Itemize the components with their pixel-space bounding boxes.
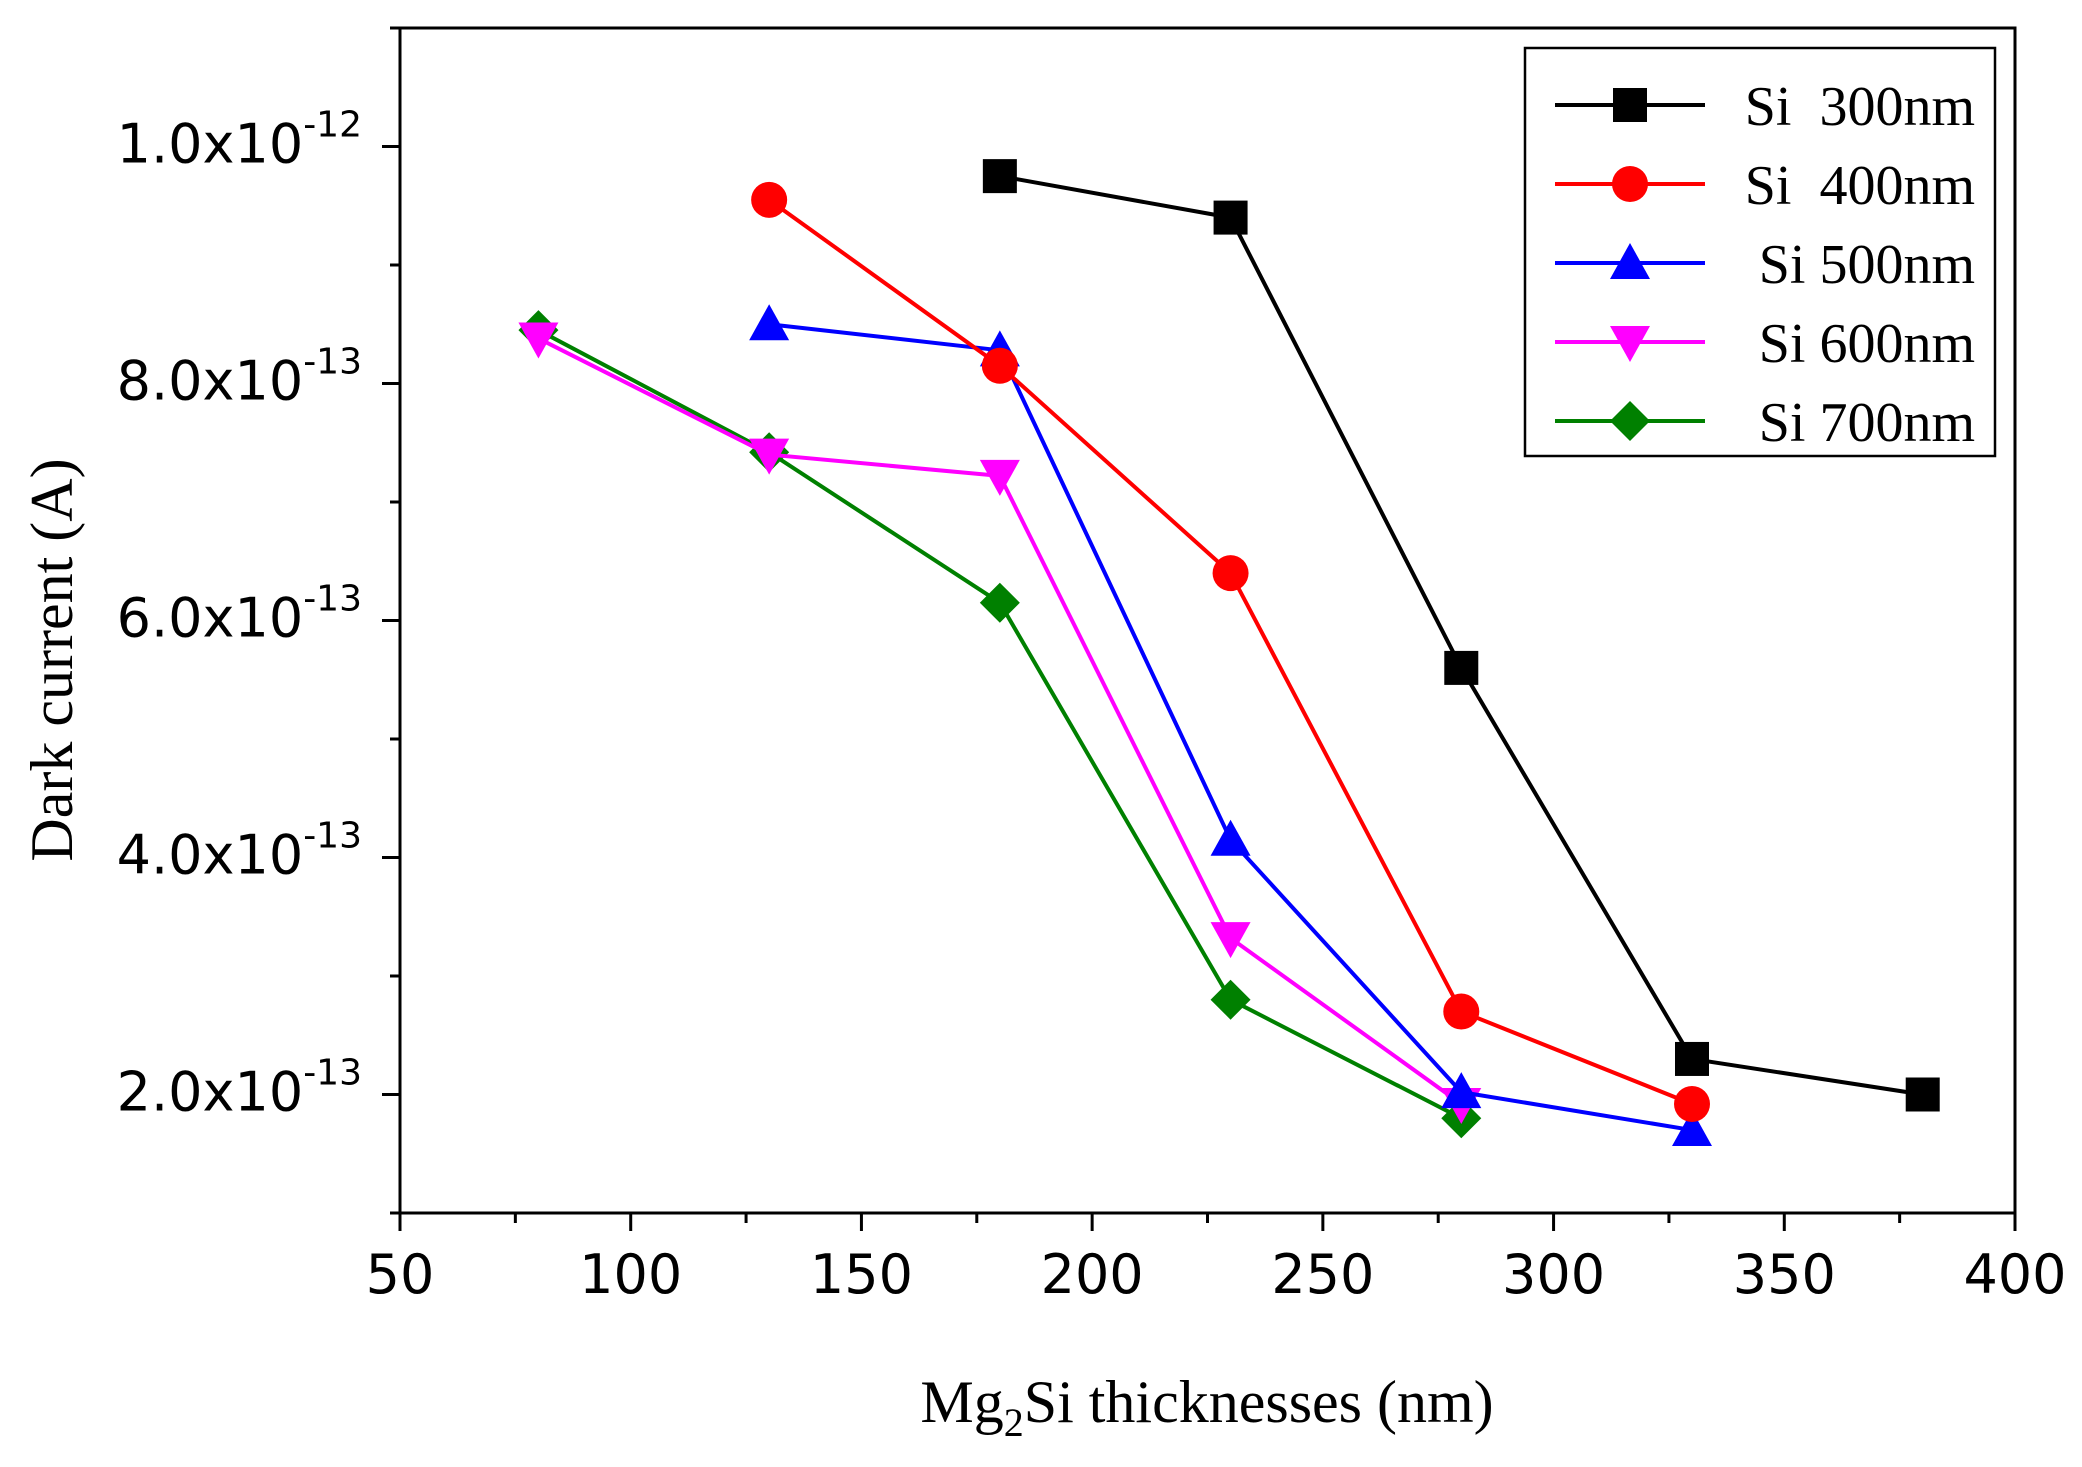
data-point — [1210, 922, 1251, 959]
data-point — [751, 181, 788, 218]
series-group — [518, 322, 1482, 1124]
y-tick-exponent: -13 — [303, 579, 362, 620]
legend-label: Si 600nm — [1759, 313, 1975, 375]
x-tick-label: 400 — [1963, 1243, 2066, 1306]
data-point — [1443, 993, 1480, 1030]
y-tick-mantissa: 8.0x10 — [117, 350, 304, 413]
data-point — [1441, 1072, 1482, 1109]
data-point — [1210, 979, 1251, 1020]
legend-marker — [1613, 88, 1647, 122]
series-layer — [518, 159, 1940, 1147]
y-tick-exponent: -13 — [303, 1053, 362, 1094]
legend-marker — [1612, 166, 1648, 202]
y-tick-label: 1.0x10-12 — [117, 105, 362, 176]
x-tick-label: 150 — [810, 1243, 913, 1306]
y-tick-mantissa: 1.0x10 — [117, 113, 304, 176]
data-point — [1212, 555, 1249, 592]
x-tick-label: 200 — [1041, 1243, 1144, 1306]
data-point — [749, 438, 790, 475]
x-axis-title: Mg2Si thicknesses (nm) — [920, 1369, 1493, 1445]
y-tick-exponent: -12 — [303, 105, 362, 146]
y-tick-exponent: -13 — [303, 342, 362, 383]
y-tick-label: 6.0x10-13 — [117, 579, 362, 650]
data-point — [982, 159, 1017, 194]
y-tick-mantissa: 6.0x10 — [117, 587, 304, 650]
data-point — [1905, 1077, 1940, 1112]
legend-label: Si 400nm — [1745, 155, 1975, 217]
legend-marker — [1610, 401, 1650, 441]
data-point — [1213, 200, 1248, 235]
y-tick-mantissa: 4.0x10 — [117, 824, 304, 887]
data-point — [1674, 1085, 1710, 1122]
y-axis-title: Dark current (A) — [19, 458, 85, 861]
x-tick-label: 100 — [579, 1243, 682, 1306]
data-point — [518, 322, 559, 359]
y-tick-exponent: -13 — [303, 816, 362, 857]
y-tick-label: 2.0x10-13 — [117, 1053, 362, 1124]
series-line — [537, 328, 1463, 1120]
data-point — [979, 459, 1020, 496]
x-tick-label: 300 — [1502, 1243, 1605, 1306]
data-point — [1672, 1110, 1712, 1147]
data-point — [979, 582, 1020, 623]
legend-box — [1523, 46, 1997, 458]
legend-marker — [1610, 243, 1650, 279]
data-point — [1210, 819, 1251, 856]
legend-label: Si 300nm — [1745, 76, 1975, 138]
x-tick-label: 350 — [1733, 1243, 1836, 1306]
x-tick-label: 50 — [366, 1243, 435, 1306]
x-tick-label: 250 — [1271, 1243, 1374, 1306]
y-axis: 2.0x10-134.0x10-136.0x10-138.0x10-131.0x… — [117, 26, 400, 1215]
legend: Si 300nm Si 400nm Si 500nm Si 600nm Si 700nm — [1523, 46, 1997, 458]
data-point — [749, 304, 790, 341]
x-axis: 50 100 150 200 250 300 350 400 — [366, 1213, 2067, 1306]
legend-label: Si 500nm — [1759, 234, 1975, 296]
y-tick-mantissa: 2.0x10 — [117, 1061, 304, 1124]
series-group — [982, 159, 1940, 1112]
data-point — [1675, 1041, 1709, 1076]
y-tick-label: 4.0x10-13 — [117, 816, 362, 887]
data-point — [1444, 650, 1479, 685]
legend-marker — [1610, 326, 1650, 362]
series-line — [537, 336, 1463, 1106]
series-group — [751, 181, 1710, 1122]
data-point — [981, 347, 1018, 384]
y-tick-label: 8.0x10-13 — [117, 342, 362, 413]
legend-label: Si 700nm — [1759, 392, 1975, 454]
